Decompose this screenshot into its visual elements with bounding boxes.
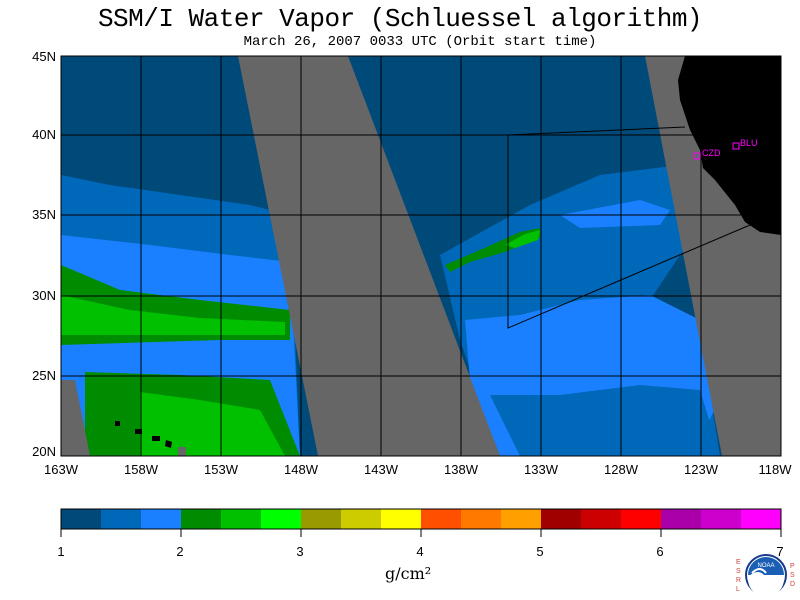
lon-label: 128W [604,462,638,477]
map-frame [60,55,782,457]
lon-label: 118W [758,462,792,477]
colorbar-swatch [381,509,421,529]
colorbar-swatch [61,509,101,529]
lon-label: 163W [44,462,78,477]
colorbar-tick: 6 [656,544,664,559]
lat-label: 40N [32,127,56,142]
logo-right-text: PSD [790,563,796,588]
lon-label: 123W [684,462,718,477]
lon-label: 138W [444,462,478,477]
colorbar-swatch [181,509,221,529]
colorbar [60,508,782,537]
graticule [61,56,781,456]
map-title: SSM/I Water Vapor (Schluessel algorithm) [97,4,703,34]
swath-gap-center [238,56,500,456]
lon-label: 148W [284,462,318,477]
lon-label: 153W [204,462,238,477]
station-blu-label: BLU [740,138,758,148]
sector-outline [507,135,751,329]
colorbar-swatch [101,509,141,529]
colorbar-swatch [501,509,541,529]
noaa-logo: ESRL NOAA PSD [732,552,798,598]
colorbar-tick: 3 [296,544,304,559]
colorbar-swatch [701,509,741,529]
vapor-band-mid-right-south [490,385,720,456]
hawaii-island [135,429,142,434]
colorbar-swatch [541,509,581,529]
vapor-band-blue-mid-left [61,345,290,372]
lat-label: 35N [32,207,56,222]
lat-label: 30N [32,288,56,303]
lat-label: 25N [32,368,56,383]
noaa-emblem-icon: NOAA [745,554,787,597]
hawaii-island [165,440,172,448]
colorbar-swatch [301,509,341,529]
colorbar-swatch [261,509,301,529]
vapor-band-high-mid [560,200,670,228]
svg-text:NOAA: NOAA [757,563,774,569]
sector-outline-top [507,126,686,136]
hawaii-island [115,421,120,426]
vapor-band-green2-left [61,295,285,335]
lat-label: 45N [32,49,56,64]
colorbar-tick: 5 [536,544,544,559]
colorbar-swatch [661,509,701,529]
station-czd-marker [693,152,701,160]
colorbar-swatch [621,509,661,529]
colorbar-tick: 1 [57,544,65,559]
lat-label: 20N [32,444,56,459]
colorbar-swatch [741,509,781,529]
colorbar-swatch [421,509,461,529]
station-blu-marker [732,142,740,150]
colorbar-tick: 4 [416,544,424,559]
vapor-streak-green2 [505,230,540,248]
map-subtitle: March 26, 2007 0033 UTC (Orbit start tim… [243,34,597,50]
lon-label: 133W [524,462,558,477]
colorbar-units: g/cm² [385,564,432,583]
colorbar-swatch [341,509,381,529]
swath-gap-west [61,380,90,456]
logo-left-text: ESRL [736,559,742,593]
vapor-band-green-south2 [140,392,285,456]
colorbar-tick: 7 [776,544,784,559]
station-czd-label: CZD [702,148,721,158]
colorbar-swatch [461,509,501,529]
colorbar-swatch [141,509,181,529]
colorbar-swatch [581,509,621,529]
hawaii-island [178,447,186,456]
colorbar-tick: 2 [176,544,184,559]
colorbar-swatch [221,509,261,529]
land-mass [678,56,781,235]
lon-label: 158W [124,462,158,477]
hawaii-island [152,436,160,441]
lon-label: 143W [364,462,398,477]
